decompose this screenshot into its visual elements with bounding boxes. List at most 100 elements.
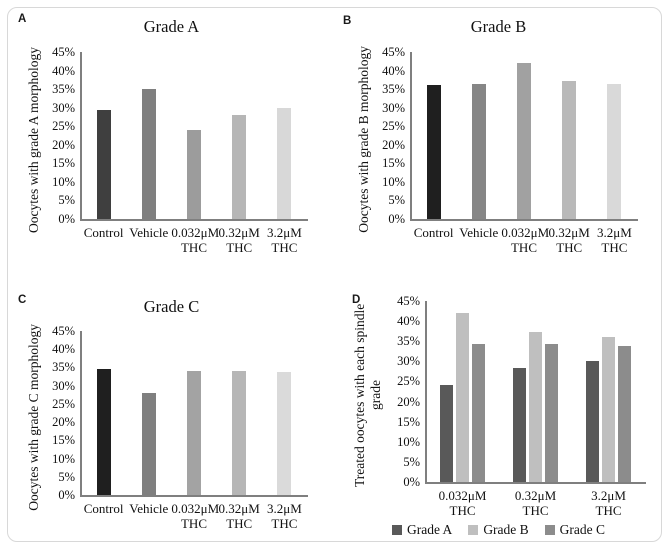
panel-grade-c: C Grade C Oocytes with grade C morpholog… xyxy=(8,275,335,541)
bar xyxy=(471,84,486,219)
y-tick-label: 20% xyxy=(52,137,75,152)
x-tick-label: 3.2μM THC xyxy=(597,225,632,255)
bar xyxy=(545,344,558,482)
bar xyxy=(96,109,111,219)
y-tick-label: 35% xyxy=(52,82,75,97)
bar xyxy=(562,80,577,219)
y-tick-label: 15% xyxy=(52,156,75,171)
legend-item: Grade B xyxy=(468,522,529,538)
bar xyxy=(602,337,615,482)
bar xyxy=(187,371,201,495)
y-axis-line xyxy=(425,301,427,483)
y-tick-label: 5% xyxy=(388,193,405,208)
y-tick-label: 40% xyxy=(52,342,75,357)
x-axis-line xyxy=(425,482,646,484)
x-tick-label: 0.32μM THC xyxy=(218,501,260,531)
bar xyxy=(513,367,526,482)
y-tick-label: 45% xyxy=(52,324,75,338)
x-tick-label: Control xyxy=(83,501,124,516)
y-axis-line xyxy=(410,52,412,220)
bar xyxy=(529,332,542,482)
y-tick-label: 35% xyxy=(52,360,75,375)
y-tick-label: 0% xyxy=(58,488,75,502)
bar xyxy=(96,369,111,495)
x-tick-label: 0.032μM THC xyxy=(438,488,487,518)
bar xyxy=(232,115,247,219)
legend-label: Grade A xyxy=(406,522,453,537)
bar xyxy=(277,372,292,495)
y-tick-label: 40% xyxy=(382,63,405,78)
bar xyxy=(456,313,469,482)
panel-grouped-spindle: D Treated oocytes with each spindle grad… xyxy=(335,275,662,541)
y-tick-label: 45% xyxy=(52,45,75,59)
y-tick-label: 30% xyxy=(382,100,405,115)
y-tick-label: 35% xyxy=(382,82,405,97)
y-tick-label: 10% xyxy=(52,451,75,466)
x-tick-label: 0.32μM THC xyxy=(218,225,260,255)
y-tick-label: 15% xyxy=(52,433,75,448)
x-tick-label: 0.32μM THC xyxy=(548,225,590,255)
legend-item: Grade A xyxy=(391,522,453,538)
y-tick-label: 15% xyxy=(397,414,420,429)
panel-letter: A xyxy=(18,13,27,25)
y-tick-label: 35% xyxy=(397,334,420,349)
bar xyxy=(472,344,485,482)
panel-letter: D xyxy=(352,294,361,306)
y-tick-label: 20% xyxy=(397,394,420,409)
y-tick-label: 20% xyxy=(52,415,75,430)
y-axis-line xyxy=(80,331,82,496)
legend-label: Grade C xyxy=(559,522,606,537)
y-tick-label: 30% xyxy=(52,100,75,115)
bar xyxy=(141,392,156,495)
bar xyxy=(426,85,441,219)
x-tick-label: Control xyxy=(83,225,124,240)
legend-item: Grade C xyxy=(544,522,606,538)
x-tick-label: 0.32μM THC xyxy=(514,488,557,518)
x-tick-label: 3.2μM THC xyxy=(591,488,626,518)
chart-title: Grade B xyxy=(470,17,527,36)
x-tick-label: Vehicle xyxy=(459,225,499,240)
y-tick-label: 25% xyxy=(52,396,75,411)
y-axis-line xyxy=(80,52,82,220)
x-tick-label: 3.2μM THC xyxy=(267,501,302,531)
bar-chart-grade-c: Oocytes with grade C morphology 0% 5% 10% 15… xyxy=(8,275,335,541)
legend-swatch xyxy=(391,525,402,535)
bar xyxy=(618,346,631,482)
x-axis-line xyxy=(410,219,638,221)
panel-letter: B xyxy=(343,15,352,27)
y-tick-label: 45% xyxy=(397,294,420,308)
y-tick-label: 25% xyxy=(382,119,405,134)
y-tick-label: 15% xyxy=(382,156,405,171)
x-tick-label: 0.032μM THC xyxy=(501,225,550,255)
y-tick-label: 30% xyxy=(52,378,75,393)
legend-swatch xyxy=(544,525,555,535)
y-tick-label: 10% xyxy=(52,174,75,189)
y-tick-label: 40% xyxy=(397,314,420,329)
y-tick-label: 10% xyxy=(382,174,405,189)
legend-swatch xyxy=(468,525,479,535)
x-tick-label: 0.032μM THC xyxy=(171,225,220,255)
y-tick-label: 30% xyxy=(397,354,420,369)
bar xyxy=(440,385,453,482)
panel-grade-a: A Grade A Oocytes with grade A morpholog… xyxy=(8,8,335,274)
y-tick-label: 20% xyxy=(382,137,405,152)
chart-title: Grade C xyxy=(143,297,200,316)
bar xyxy=(517,63,531,219)
bar xyxy=(187,129,201,219)
bar xyxy=(232,371,247,495)
y-tick-label: 5% xyxy=(58,469,75,484)
x-tick-label: 0.032μM THC xyxy=(171,501,220,531)
y-tick-label: 25% xyxy=(397,374,420,389)
bar-chart-grade-a: Oocytes with grade A morphology 0% 5% 10% 15… xyxy=(8,8,335,274)
y-tick-label: 40% xyxy=(52,63,75,78)
x-axis-line xyxy=(80,219,308,221)
x-tick-label: Vehicle xyxy=(129,501,169,516)
y-tick-label: 0% xyxy=(403,475,420,489)
bar xyxy=(607,84,622,219)
legend-label: Grade B xyxy=(483,522,529,537)
legend: Grade A Grade B Grade C xyxy=(335,522,662,538)
x-tick-label: Control xyxy=(413,225,454,240)
chart-title: Grade A xyxy=(143,17,200,36)
bar xyxy=(277,108,292,219)
y-tick-label: 0% xyxy=(388,212,405,226)
